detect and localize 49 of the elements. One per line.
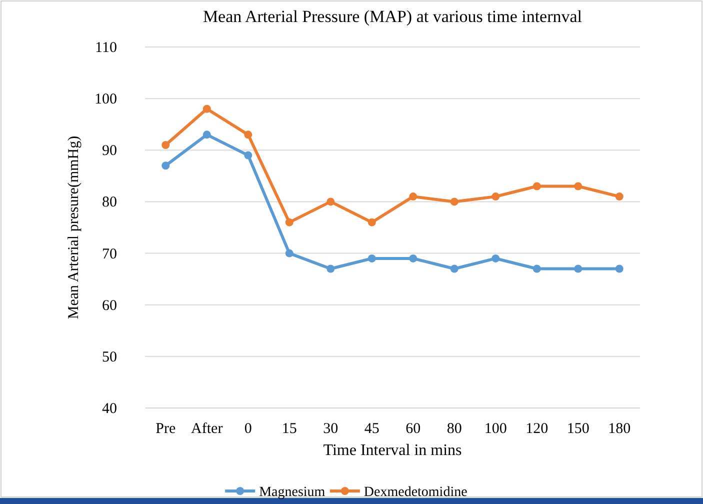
point — [409, 254, 418, 262]
point — [326, 198, 335, 206]
x-tick-label: 30 — [323, 421, 338, 437]
x-tick-label: 100 — [484, 421, 507, 437]
x-tick-label: 180 — [608, 421, 631, 437]
x-tick-label: 120 — [526, 421, 548, 437]
point — [492, 254, 500, 262]
y-tick-label: 100 — [94, 92, 117, 108]
x-tick-label: Pre — [156, 421, 176, 437]
point — [492, 192, 500, 201]
point — [532, 182, 541, 190]
point — [615, 192, 624, 201]
x-axis-title: Time Interval in mins — [323, 442, 462, 459]
x-tick-label: 150 — [566, 421, 590, 437]
x-tick-label: 45 — [364, 421, 380, 437]
point — [574, 182, 582, 190]
point — [162, 162, 170, 170]
x-tick-label: After — [191, 421, 223, 437]
point — [409, 192, 418, 201]
chart-title: Mean Arterial Pressure (MAP) at various time internval — [202, 7, 582, 26]
legend-label: Magnesium — [259, 485, 326, 500]
point — [615, 264, 624, 273]
point — [285, 218, 294, 226]
y-tick-label: 90 — [102, 143, 117, 160]
y-axis-title: Mean Arterial presure(mmHg) — [66, 136, 82, 320]
y-tick-label: 110 — [95, 40, 117, 56]
point — [450, 198, 458, 206]
y-tick-label: 40 — [102, 401, 117, 417]
legend-label: Dexmedetomidine — [364, 485, 468, 500]
point — [202, 104, 211, 113]
point — [244, 151, 252, 160]
point — [574, 264, 582, 273]
point — [532, 264, 541, 273]
x-tick-label: 60 — [406, 421, 421, 437]
y-tick-label: 50 — [102, 349, 117, 366]
x-tick-label: 0 — [244, 421, 252, 437]
x-tick-label: 15 — [282, 421, 297, 437]
y-tick-label: 60 — [102, 298, 117, 314]
point — [368, 218, 376, 226]
y-tick-label: 70 — [102, 246, 117, 262]
point — [244, 130, 252, 139]
point — [368, 254, 376, 262]
point — [285, 249, 294, 258]
point — [450, 264, 458, 273]
point — [202, 130, 211, 139]
point — [326, 264, 335, 273]
x-tick-label: 80 — [446, 421, 462, 437]
y-tick-label: 80 — [102, 194, 117, 211]
point — [162, 140, 170, 149]
